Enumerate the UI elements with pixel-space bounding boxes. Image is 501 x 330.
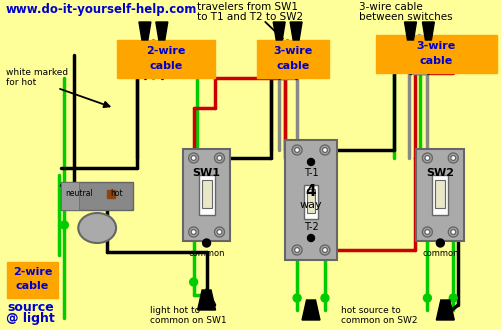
Bar [306,189,315,213]
Bar [375,35,496,73]
Polygon shape [155,22,167,40]
Circle shape [202,239,210,247]
Bar [434,180,444,208]
Circle shape [424,155,429,160]
Circle shape [189,278,197,286]
Circle shape [447,227,457,237]
Text: to T1 and T2 to SW2: to T1 and T2 to SW2 [196,12,302,22]
Circle shape [435,239,443,247]
Bar [198,175,214,215]
Circle shape [450,229,455,235]
Circle shape [307,235,314,242]
Circle shape [307,158,314,166]
Polygon shape [197,290,215,310]
Circle shape [422,294,430,302]
Circle shape [292,245,302,255]
Text: cable: cable [149,61,182,71]
Text: SW1: SW1 [192,168,220,178]
Polygon shape [273,22,285,40]
Bar [304,185,317,219]
Text: 3-wire: 3-wire [273,46,312,56]
Circle shape [320,294,328,302]
Text: white marked: white marked [6,68,68,77]
Circle shape [191,155,196,160]
Circle shape [319,145,329,155]
Circle shape [188,153,198,163]
Ellipse shape [78,213,116,243]
Circle shape [60,221,68,229]
Text: cable: cable [276,61,309,71]
Circle shape [293,294,301,302]
Circle shape [447,153,457,163]
Text: cable: cable [16,281,49,291]
Text: T-2: T-2 [303,222,318,232]
Text: common: common [188,249,224,258]
Text: between switches: between switches [358,12,451,22]
Bar [182,149,230,241]
Text: 4: 4 [305,184,316,200]
Circle shape [188,227,198,237]
Circle shape [421,153,431,163]
Circle shape [191,229,196,235]
Bar [61,182,133,210]
Polygon shape [435,300,453,320]
Polygon shape [139,22,151,40]
Text: for hot: for hot [6,78,36,87]
Circle shape [450,155,455,160]
Text: hot source to: hot source to [340,306,400,315]
Text: light hot to: light hot to [150,306,199,315]
Text: way: way [299,200,322,210]
Circle shape [294,148,299,152]
Text: common on SW1: common on SW1 [150,316,226,325]
Text: SW2: SW2 [425,168,453,178]
Circle shape [319,245,329,255]
Circle shape [294,248,299,252]
Text: neutral: neutral [65,189,93,199]
Text: hot: hot [111,189,123,199]
Circle shape [421,227,431,237]
Text: travelers from SW1: travelers from SW1 [196,2,297,12]
Circle shape [448,294,456,302]
Polygon shape [421,22,433,40]
Circle shape [214,227,224,237]
Bar [61,182,79,210]
Text: www.do-it-yourself-help.com: www.do-it-yourself-help.com [6,3,196,16]
Bar [431,175,447,215]
Text: common on SW2: common on SW2 [340,316,416,325]
Text: T-1: T-1 [303,168,318,178]
Text: common: common [421,249,458,258]
Circle shape [292,145,302,155]
Polygon shape [290,22,302,40]
Circle shape [216,229,221,235]
Circle shape [424,229,429,235]
Bar [285,140,336,260]
Text: 3-wire: 3-wire [416,41,455,50]
Bar [107,190,115,198]
Text: 3-wire cable: 3-wire cable [358,2,422,12]
Circle shape [216,155,221,160]
Bar [201,180,211,208]
Text: 2-wire: 2-wire [13,267,52,277]
Text: cable: cable [419,56,452,66]
Bar [7,262,58,298]
Polygon shape [302,300,319,320]
Circle shape [322,248,327,252]
Text: @ light: @ light [6,312,55,325]
Bar [416,149,463,241]
Circle shape [322,148,327,152]
Polygon shape [404,22,416,40]
Bar [257,40,328,78]
Bar [117,40,214,78]
Text: 2-wire: 2-wire [146,46,185,56]
Circle shape [214,153,224,163]
Text: source: source [7,301,54,314]
